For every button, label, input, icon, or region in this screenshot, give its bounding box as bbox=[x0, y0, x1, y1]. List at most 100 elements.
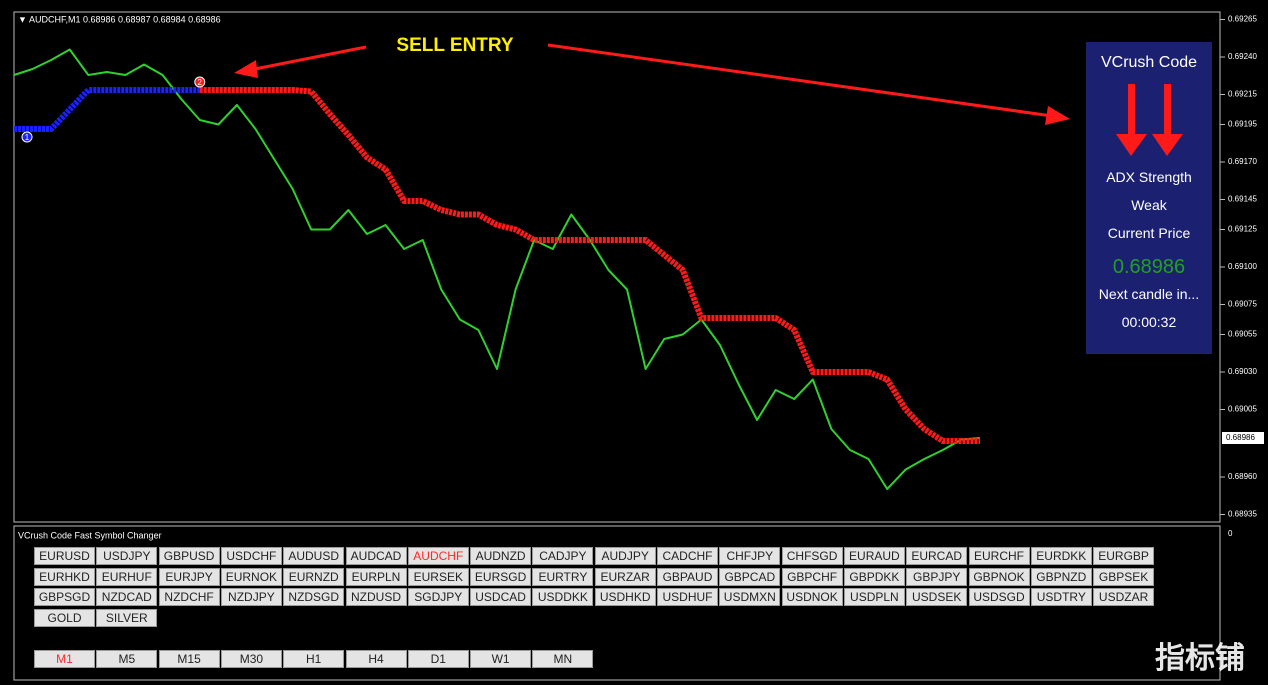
y-tick-label: 0.69055 bbox=[1228, 330, 1257, 339]
y-tick-label: 0.69170 bbox=[1228, 157, 1257, 166]
button[interactable]: NZDCAD bbox=[96, 588, 158, 606]
current-price-label: 0.68986 bbox=[1226, 433, 1255, 442]
button[interactable]: EURCAD bbox=[906, 547, 968, 565]
button[interactable]: EURAUD bbox=[843, 547, 905, 565]
button[interactable]: AUDCAD bbox=[345, 547, 407, 565]
adx-value: Weak bbox=[1131, 197, 1167, 213]
button[interactable]: USDHUF bbox=[657, 588, 718, 606]
y-tick-label: 0.69005 bbox=[1228, 405, 1257, 414]
button[interactable]: CADJPY bbox=[532, 547, 594, 565]
button[interactable]: USDCAD bbox=[470, 588, 532, 606]
button[interactable]: USDNOK bbox=[781, 588, 843, 606]
y-tick-label: 0.69240 bbox=[1228, 52, 1257, 61]
button[interactable]: W1 bbox=[470, 650, 532, 668]
sell-entry: SELL ENTRY bbox=[396, 35, 514, 56]
y-tick-label: 0.69125 bbox=[1228, 225, 1257, 234]
header-arrow: ▼ bbox=[18, 14, 27, 24]
button[interactable]: USDDKK bbox=[532, 588, 594, 606]
button[interactable]: GOLD bbox=[34, 608, 95, 627]
button[interactable]: SGDJPY bbox=[407, 588, 469, 606]
button[interactable]: NZDUSD bbox=[345, 588, 407, 606]
signal-marker bbox=[194, 76, 206, 88]
button[interactable]: D1 bbox=[407, 650, 469, 668]
y-tick-label: 0.69100 bbox=[1228, 262, 1257, 271]
signal-label: 2 bbox=[198, 78, 203, 87]
button[interactable]: GBPNZD bbox=[1030, 567, 1092, 586]
button[interactable]: GBPSGD bbox=[34, 588, 95, 606]
button[interactable]: EURZAR bbox=[594, 567, 656, 586]
arrow-head bbox=[234, 60, 258, 78]
button[interactable]: EURNOK bbox=[220, 567, 282, 586]
button[interactable]: EURJPY bbox=[158, 567, 220, 586]
subwindow-tick-label: 0 bbox=[1228, 529, 1233, 538]
button[interactable]: GBPAUD bbox=[657, 567, 718, 586]
button[interactable]: EURSEK bbox=[407, 567, 469, 586]
info-panel bbox=[1086, 42, 1212, 354]
button[interactable]: NZDJPY bbox=[220, 588, 282, 606]
button[interactable]: USDHKD bbox=[594, 588, 656, 606]
button[interactable]: H4 bbox=[345, 650, 407, 668]
button[interactable]: USDMXN bbox=[719, 588, 781, 606]
button[interactable]: SILVER bbox=[96, 608, 158, 627]
button[interactable]: EURCHF bbox=[968, 547, 1030, 565]
button[interactable]: NZDCHF bbox=[158, 588, 220, 606]
button[interactable]: EURNZD bbox=[283, 567, 345, 586]
button[interactable]: EURGBP bbox=[1093, 547, 1155, 565]
button[interactable]: GBPJPY bbox=[906, 567, 968, 586]
button[interactable]: GBPUSD bbox=[158, 547, 220, 565]
arrow-head bbox=[1045, 106, 1070, 125]
y-tick-label: 0.69075 bbox=[1228, 300, 1257, 309]
button[interactable]: NZDSGD bbox=[283, 588, 345, 606]
button[interactable]: GBPDKK bbox=[843, 567, 905, 586]
button[interactable]: CHFJPY bbox=[719, 547, 781, 565]
button[interactable]: EURSGD bbox=[470, 567, 532, 586]
y-tick-label: 0.69215 bbox=[1228, 90, 1257, 99]
y-tick-label: 0.69030 bbox=[1228, 367, 1257, 376]
arrow-line bbox=[249, 45, 367, 72]
button[interactable]: EURPLN bbox=[345, 567, 407, 586]
y-tick-label: 0.68935 bbox=[1228, 510, 1257, 519]
button[interactable]: AUDUSD bbox=[283, 547, 345, 565]
signal-marker bbox=[21, 131, 33, 143]
button[interactable]: EURHUF bbox=[96, 567, 158, 586]
stop-line bbox=[14, 87, 200, 132]
button[interactable]: USDSGD bbox=[968, 588, 1030, 606]
button[interactable]: GBPSEK bbox=[1093, 567, 1155, 586]
button[interactable]: GBPCAD bbox=[719, 567, 781, 586]
button[interactable]: H1 bbox=[283, 650, 345, 668]
button[interactable]: EURUSD bbox=[34, 547, 95, 565]
watermark: 指标铺 bbox=[1155, 642, 1245, 675]
timer-label: Next candle in... bbox=[1098, 286, 1200, 302]
arrow-line bbox=[547, 43, 1053, 118]
button[interactable]: USDZAR bbox=[1093, 588, 1155, 606]
button[interactable]: MN bbox=[532, 650, 594, 668]
symbol-line: AUDCHF,M1 0.68986 0.68987 0.68984 0.6898… bbox=[29, 14, 221, 24]
button[interactable]: EURHKD bbox=[34, 567, 95, 586]
button[interactable]: CHFSGD bbox=[781, 547, 843, 565]
arrow-head bbox=[1116, 134, 1147, 156]
button[interactable]: AUDJPY bbox=[594, 547, 656, 565]
button[interactable]: USDCHF bbox=[220, 547, 282, 565]
adx-label: ADX Strength bbox=[1106, 169, 1192, 185]
button[interactable]: EURDKK bbox=[1030, 547, 1092, 565]
button[interactable]: AUDNZD bbox=[470, 547, 532, 565]
button[interactable]: USDSEK bbox=[906, 588, 968, 606]
button[interactable]: CADCHF bbox=[657, 547, 718, 565]
button[interactable]: USDPLN bbox=[843, 588, 905, 606]
stop-line bbox=[199, 87, 980, 444]
button[interactable]: EURTRY bbox=[532, 567, 594, 586]
button[interactable]: M1 bbox=[34, 650, 95, 668]
button[interactable]: M5 bbox=[96, 650, 158, 668]
button[interactable]: M30 bbox=[220, 650, 282, 668]
current-price-box bbox=[1222, 432, 1264, 444]
arrow-shaft bbox=[1164, 84, 1171, 136]
button[interactable]: USDJPY bbox=[96, 547, 158, 565]
button[interactable]: GBPCHF bbox=[781, 567, 843, 586]
y-tick-label: 0.69265 bbox=[1228, 15, 1257, 24]
y-tick-label: 0.69195 bbox=[1228, 120, 1257, 129]
button[interactable]: USDTRY bbox=[1030, 588, 1092, 606]
button[interactable]: AUDCHF bbox=[407, 547, 469, 565]
button[interactable]: GBPNOK bbox=[968, 567, 1030, 586]
panel-title: VCrush Code bbox=[1100, 54, 1198, 71]
button[interactable]: M15 bbox=[158, 650, 220, 668]
